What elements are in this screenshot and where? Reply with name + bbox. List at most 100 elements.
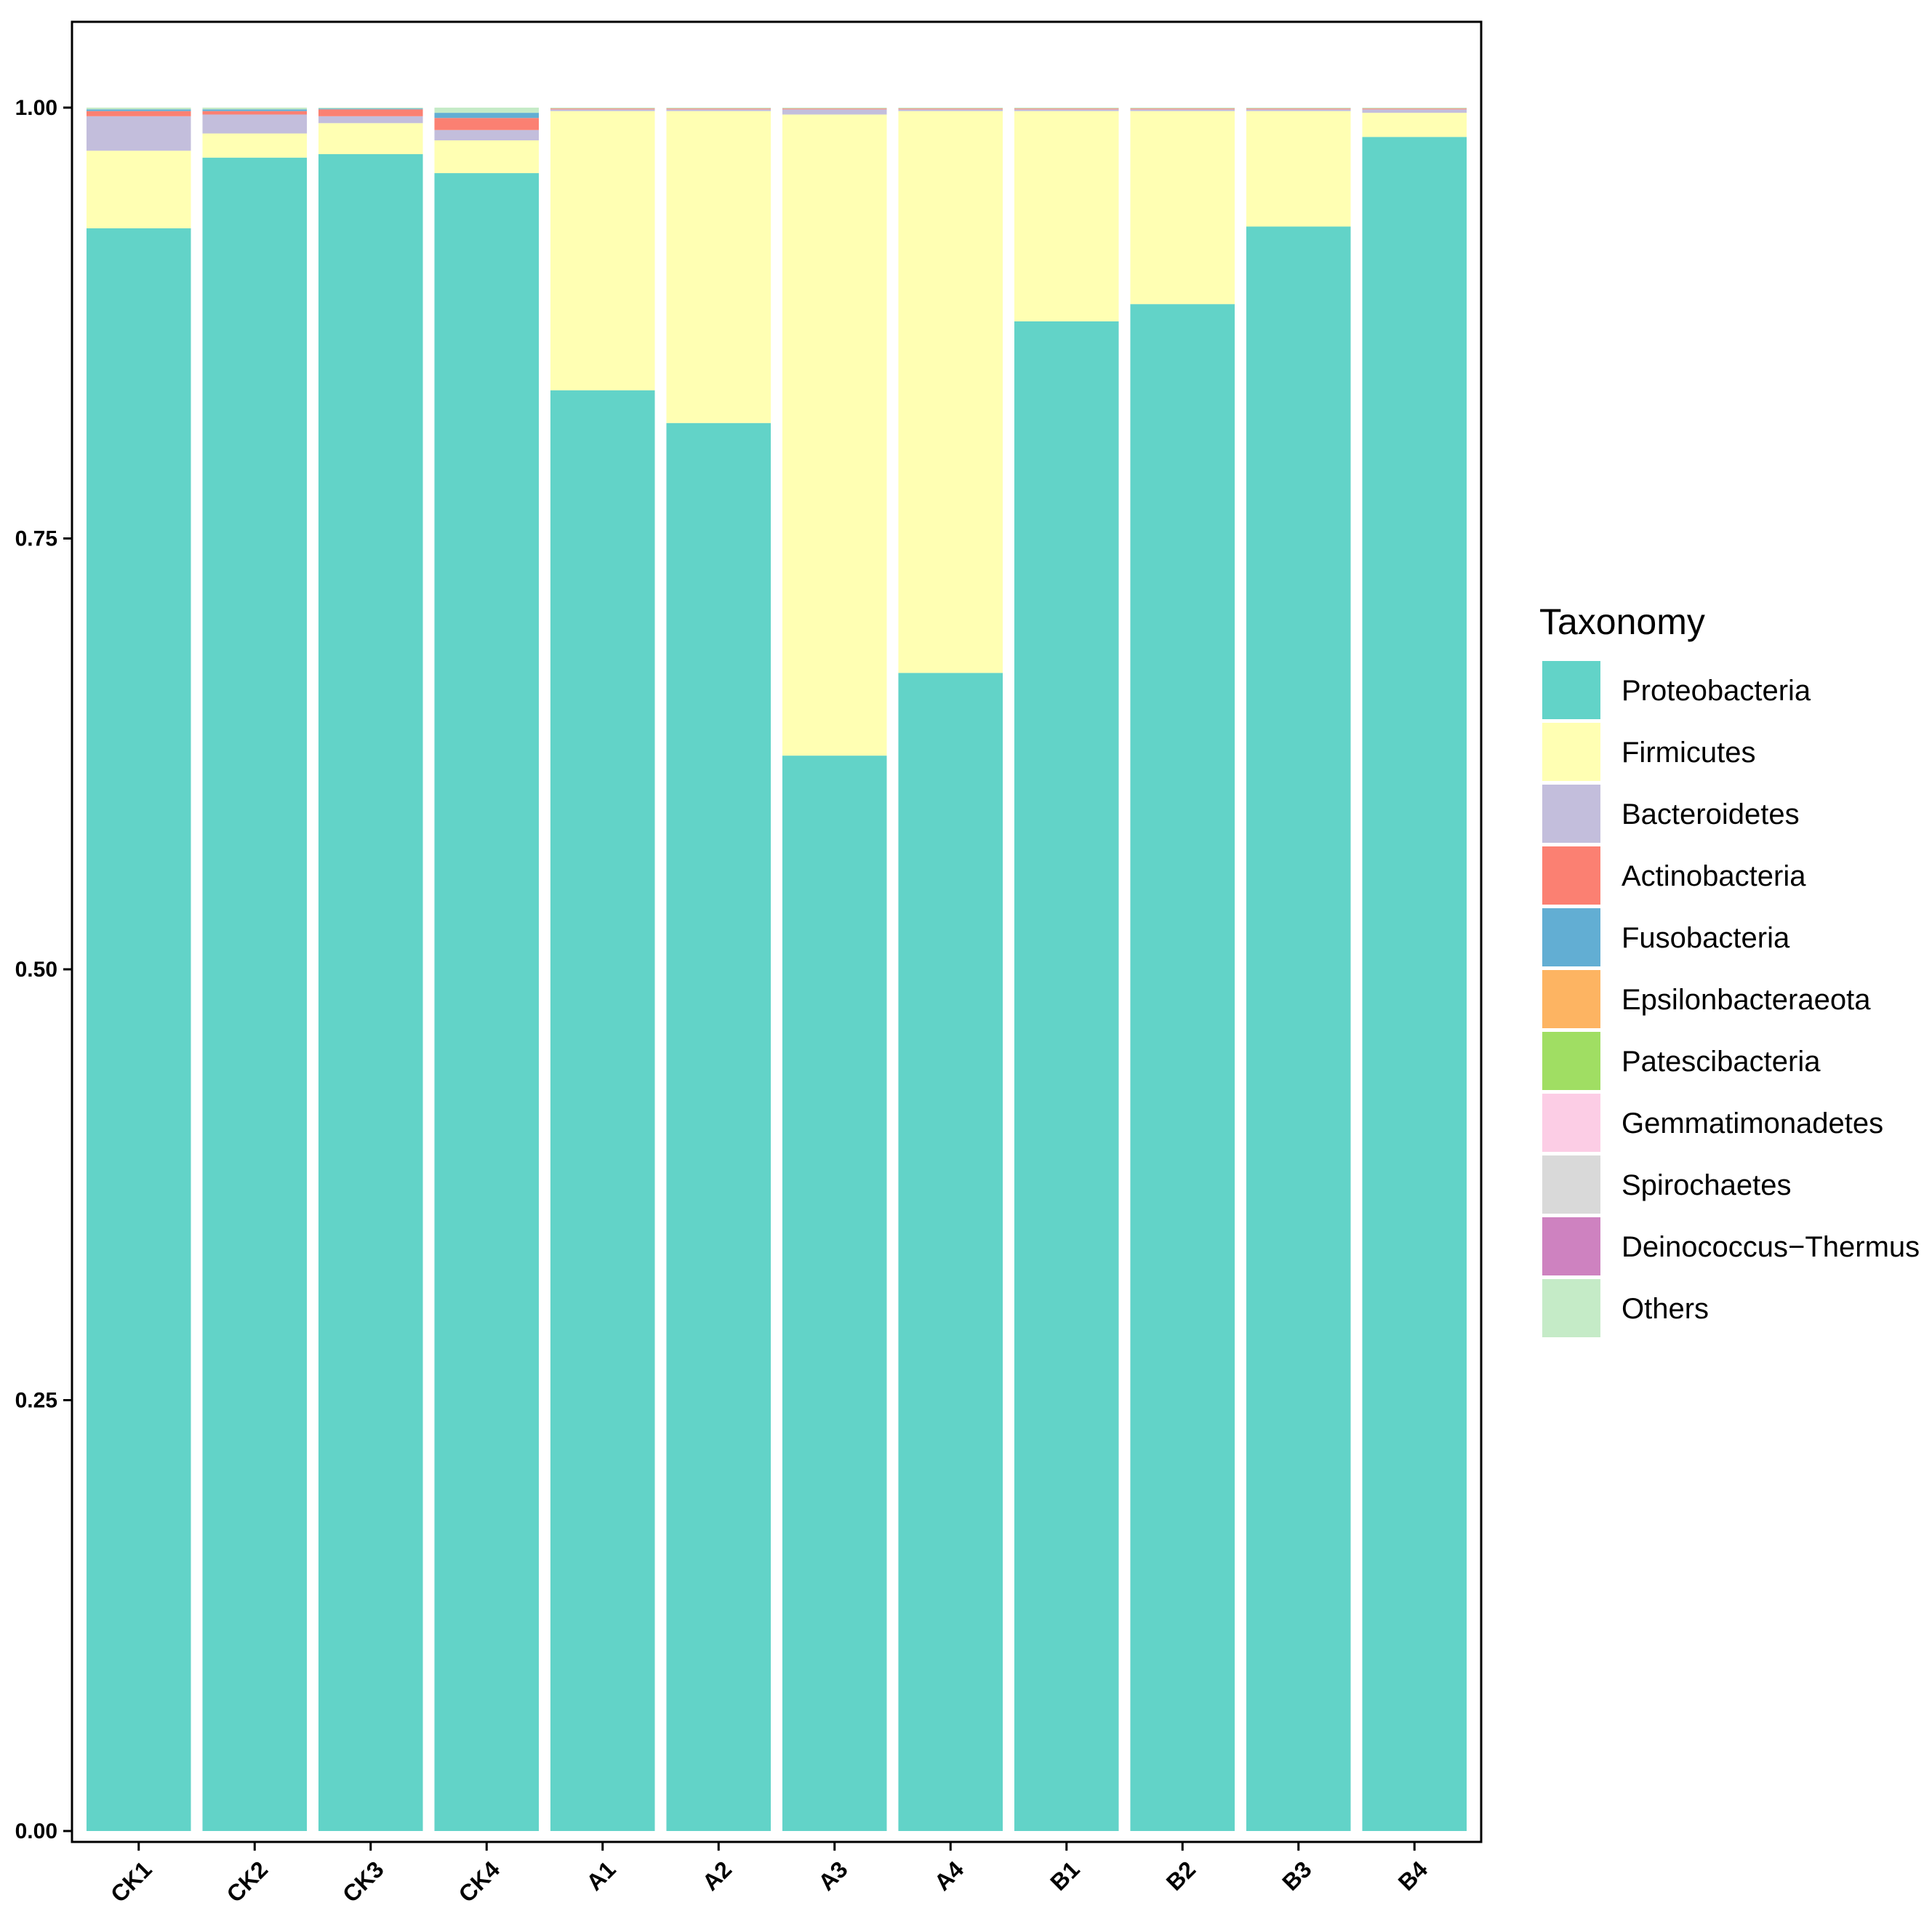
legend-key-6: [1542, 1032, 1600, 1090]
bar-segment-a2-2: [666, 109, 771, 111]
x-tick-label-ck1: CK1: [105, 1856, 157, 1907]
bar-segment-b4-1: [1362, 113, 1467, 137]
plot-panel-border: [71, 20, 1483, 1843]
bar-segment-ck4-10: [434, 108, 540, 113]
bar-segment-ck3-4: [318, 108, 423, 110]
bar-segment-b3-0: [1246, 226, 1351, 1831]
bar-segment-a3-3: [782, 108, 887, 110]
x-tick-label-b4: B4: [1393, 1856, 1433, 1896]
bar-segment-a1-2: [550, 109, 655, 111]
bar-segment-ck1-10: [86, 108, 191, 110]
bar-segment-b2-0: [1130, 304, 1235, 1832]
legend: Taxonomy Proteobacteria Firmicutes Bactero…: [1539, 601, 1920, 1337]
legend-label-4: Fusobacteria: [1622, 922, 1790, 954]
bar-segment-ck4-0: [434, 173, 540, 1831]
bar-segment-b1-3: [1014, 108, 1119, 110]
legend-label-0: Proteobacteria: [1622, 675, 1811, 707]
legend-key-3: [1542, 846, 1600, 905]
bars-layer: [86, 108, 1467, 1832]
legend-items: Proteobacteria Firmicutes Bacteroidetes Act…: [1542, 661, 1920, 1337]
legend-label-10: Others: [1622, 1293, 1709, 1325]
bar-segment-ck3-3: [318, 109, 423, 116]
bar-segment-ck4-1: [434, 140, 540, 174]
y-axis: 0.00 0.25 0.50 0.75 1.00: [15, 96, 72, 1843]
legend-key-8: [1542, 1155, 1600, 1214]
bar-segment-ck1-2: [86, 116, 191, 151]
bar-segment-a1-0: [550, 390, 655, 1832]
bar-segment-b2-2: [1130, 109, 1235, 111]
bar-segment-a4-0: [898, 673, 1003, 1831]
bar-segment-a1-1: [550, 111, 655, 390]
legend-key-0: [1542, 661, 1600, 719]
bar-segment-b3-2: [1246, 109, 1351, 111]
x-tick-label-b3: B3: [1277, 1856, 1316, 1895]
x-tick-label-b1: B1: [1045, 1856, 1084, 1895]
bar-segment-ck1-0: [86, 228, 191, 1832]
legend-label-9: Deinococcus−Thermus: [1622, 1231, 1920, 1263]
legend-key-2: [1542, 785, 1600, 843]
bar-segment-a2-1: [666, 111, 771, 423]
bar-segment-ck3-2: [318, 116, 423, 124]
bar-segment-b1-2: [1014, 109, 1119, 111]
bar-segment-b1-0: [1014, 321, 1119, 1832]
legend-label-3: Actinobacteria: [1622, 860, 1806, 892]
bar-segment-b1-1: [1014, 111, 1119, 321]
bar-segment-a3-1: [782, 114, 887, 756]
bar-segment-b3-3: [1246, 108, 1351, 110]
bar-segment-ck4-3: [434, 118, 540, 130]
legend-key-7: [1542, 1094, 1600, 1152]
legend-label-7: Gemmatimonadetes: [1622, 1107, 1883, 1139]
bar-segment-ck1-3: [86, 111, 191, 116]
x-tick-label-a1: A1: [581, 1856, 620, 1895]
x-tick-label-ck3: CK3: [337, 1856, 389, 1907]
legend-key-4: [1542, 908, 1600, 966]
bar-segment-ck2-4: [202, 109, 308, 111]
legend-key-1: [1542, 723, 1600, 781]
bar-segment-a1-3: [550, 108, 655, 110]
y-tick-label: 0.25: [15, 1389, 57, 1413]
bar-segment-b4-3: [1362, 108, 1467, 110]
y-tick-label: 0.00: [15, 1819, 57, 1843]
bar-segment-a4-3: [898, 108, 1003, 110]
bar-segment-ck4-4: [434, 113, 540, 119]
bar-segment-ck3-0: [318, 153, 423, 1832]
bar-segment-ck1-4: [86, 109, 191, 111]
bar-segment-a2-0: [666, 422, 771, 1832]
bar-segment-a2-3: [666, 108, 771, 110]
x-tick-label-ck4: CK4: [453, 1856, 505, 1907]
bar-segment-b4-0: [1362, 137, 1467, 1831]
bar-segment-a3-0: [782, 756, 887, 1831]
bar-segment-ck4-2: [434, 129, 540, 141]
bar-segment-a4-1: [898, 111, 1003, 673]
x-tick-label-b2: B2: [1161, 1856, 1201, 1895]
bar-segment-ck2-10: [202, 108, 308, 110]
legend-label-8: Spirochaetes: [1622, 1169, 1791, 1201]
bar-segment-ck2-0: [202, 157, 308, 1832]
legend-key-10: [1542, 1279, 1600, 1337]
x-tick-label-a3: A3: [813, 1856, 852, 1895]
bar-segment-ck3-1: [318, 123, 423, 154]
x-tick-label-ck2: CK2: [221, 1856, 273, 1907]
y-tick-label: 1.00: [15, 96, 57, 120]
y-tick-label: 0.50: [15, 958, 57, 982]
bar-segment-a3-2: [782, 109, 887, 115]
legend-key-9: [1542, 1217, 1600, 1275]
x-axis: CK1 CK2 CK3 CK4 A1 A2 A3 A4 B1 B2 B3 B4: [105, 1842, 1432, 1907]
bar-segment-ck2-2: [202, 114, 308, 134]
bar-segment-ck1-1: [86, 151, 191, 228]
bar-segment-a4-2: [898, 109, 1003, 111]
legend-label-2: Bacteroidetes: [1622, 798, 1800, 830]
legend-label-1: Firmicutes: [1622, 737, 1755, 769]
legend-title: Taxonomy: [1539, 601, 1705, 642]
x-tick-label-a2: A2: [697, 1856, 737, 1895]
x-tick-label-a4: A4: [929, 1856, 969, 1896]
y-tick-label: 0.75: [15, 527, 57, 551]
legend-key-5: [1542, 970, 1600, 1028]
bar-segment-ck2-3: [202, 111, 308, 115]
bar-segment-b4-2: [1362, 109, 1467, 113]
legend-label-6: Patescibacteria: [1622, 1046, 1821, 1078]
bar-segment-b3-1: [1246, 111, 1351, 227]
legend-label-5: Epsilonbacteraeota: [1622, 984, 1871, 1016]
bar-segment-b2-1: [1130, 111, 1235, 305]
